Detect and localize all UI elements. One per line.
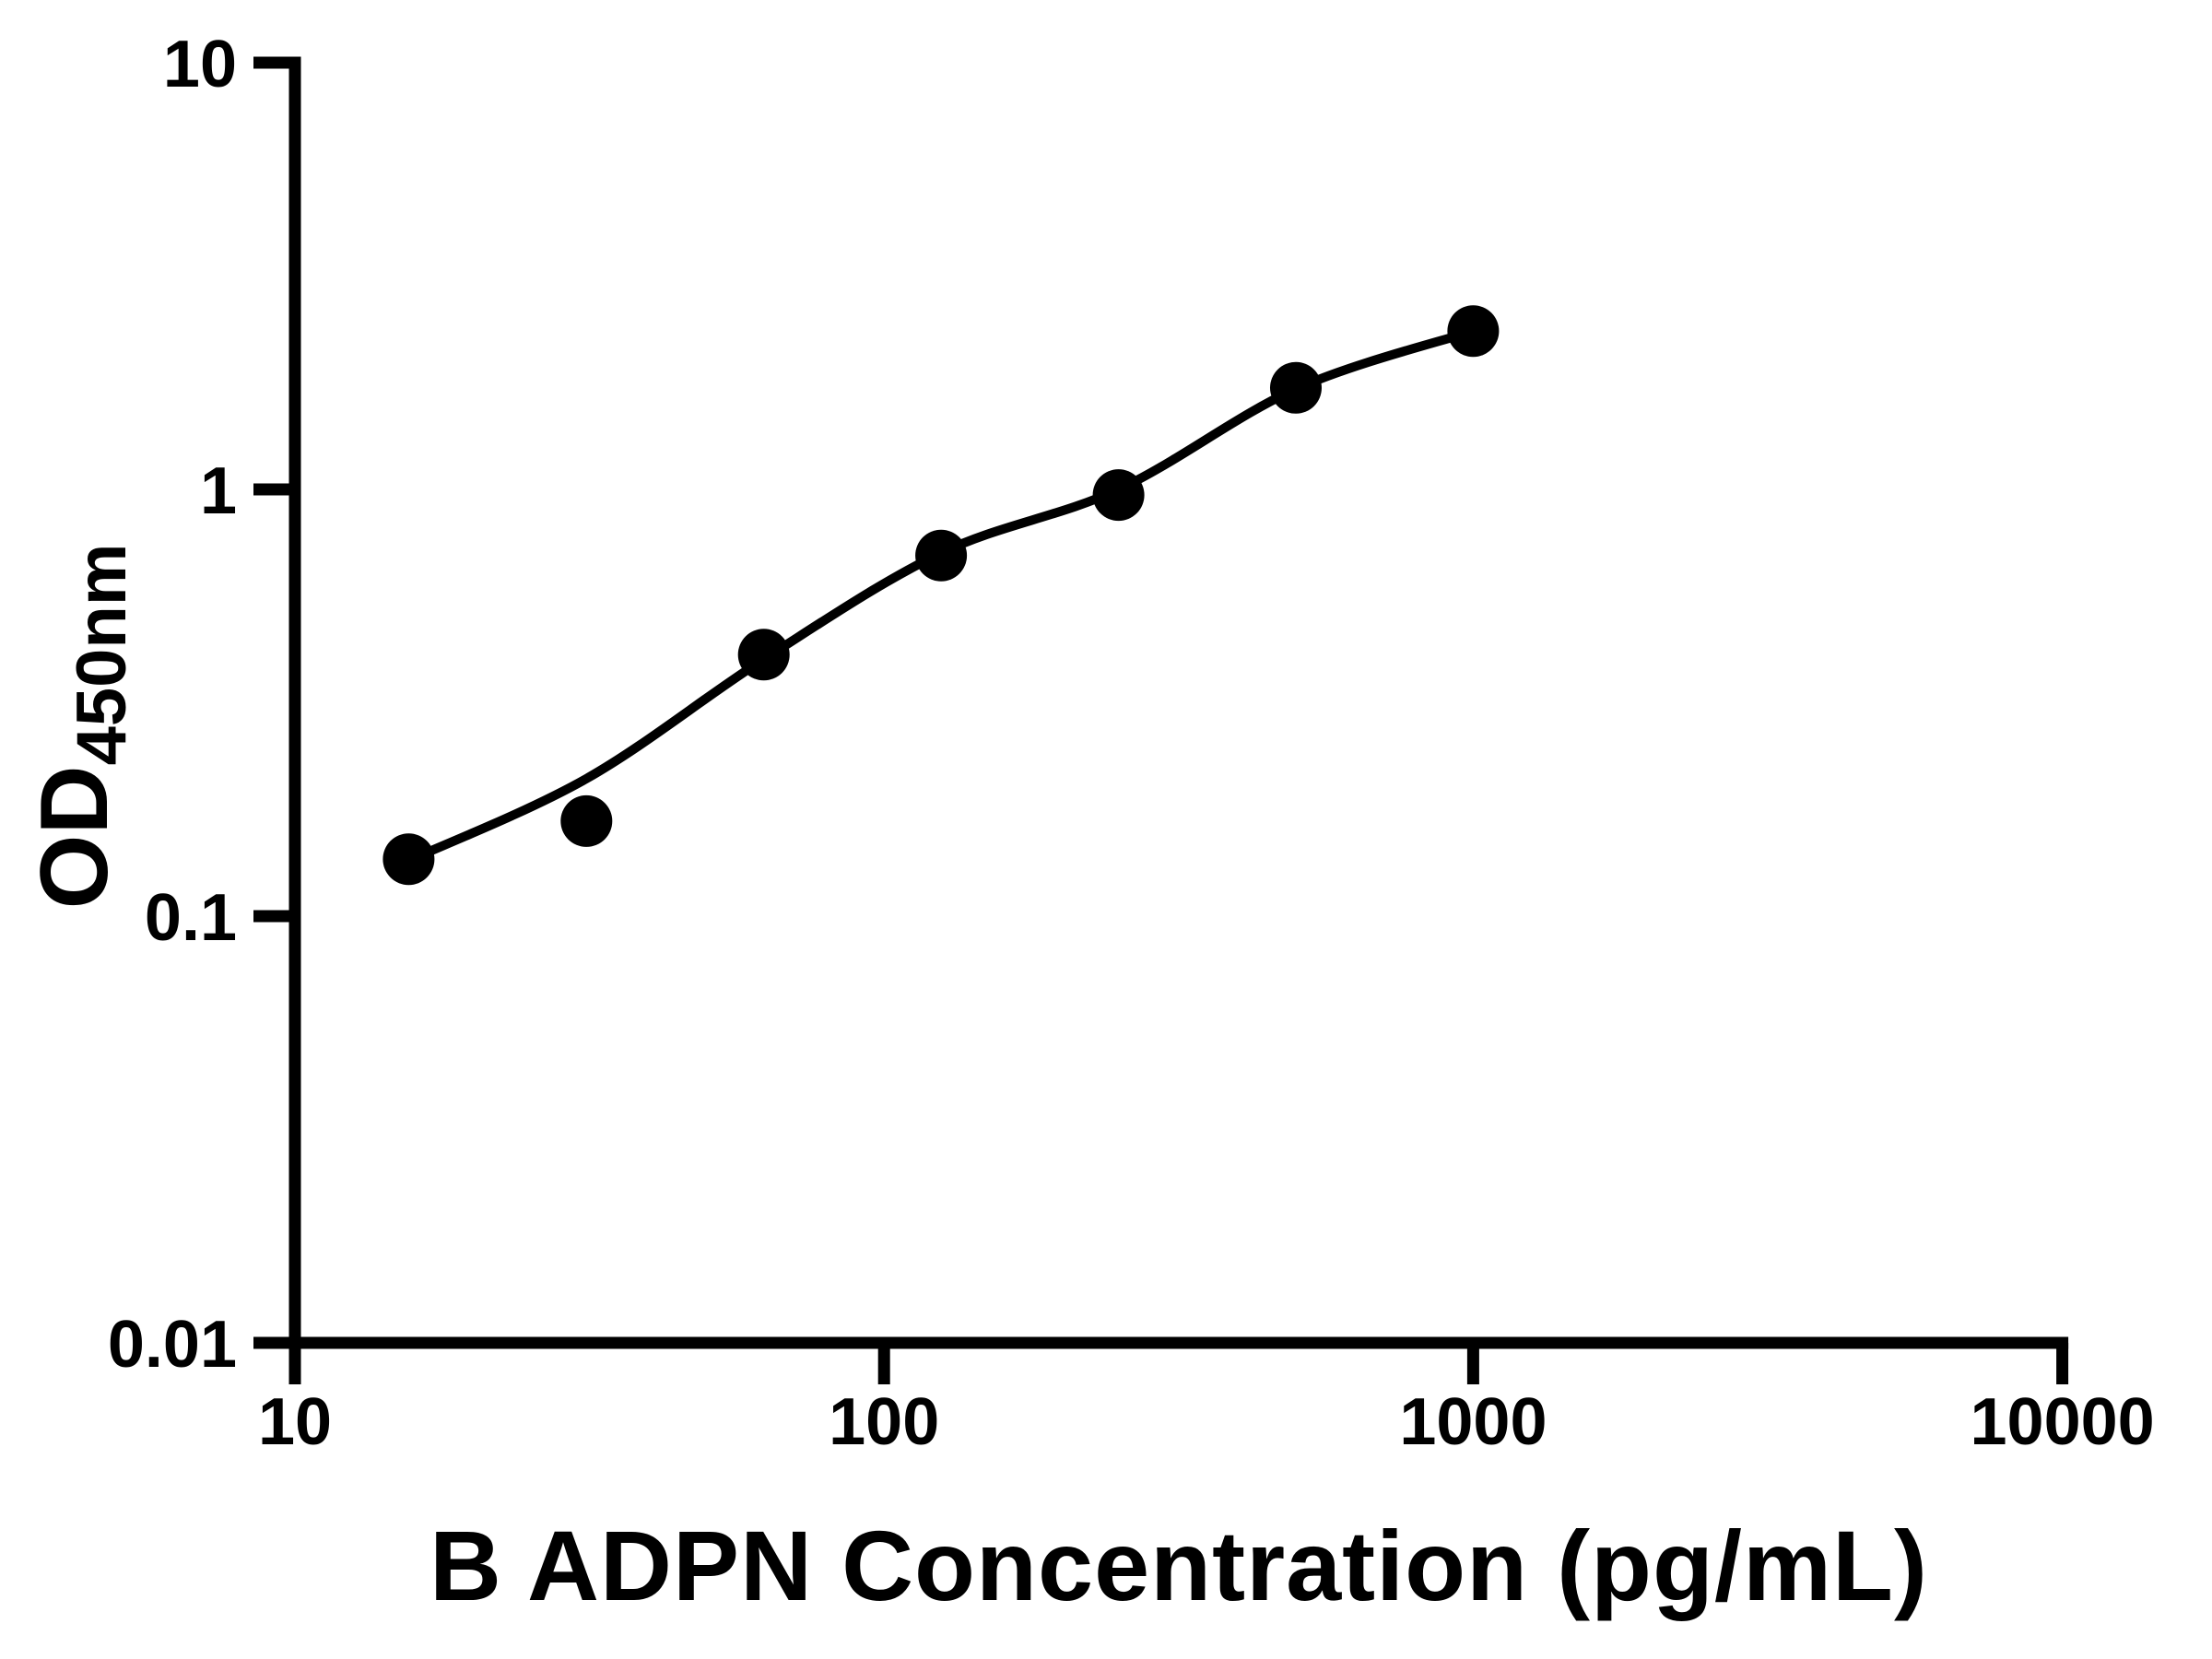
x-tick-label: 1000: [1399, 1385, 1547, 1459]
x-axis-title: B ADPN Concentration (pg/mL): [429, 1510, 1928, 1621]
x-tick-label: 10: [258, 1385, 332, 1459]
data-point: [737, 629, 790, 681]
y-tick-label: 0.01: [108, 1308, 237, 1382]
data-point: [915, 529, 968, 582]
data-point: [382, 833, 435, 886]
data-points: [382, 305, 1500, 886]
y-axis-title-main: OD: [21, 765, 128, 909]
tick-marks: [253, 56, 2069, 1384]
data-point: [560, 794, 613, 847]
data-point: [1270, 361, 1322, 414]
x-tick-label: 100: [829, 1385, 939, 1459]
x-tick-label: 10000: [1970, 1385, 2154, 1459]
data-point: [1447, 305, 1500, 358]
data-point: [1092, 469, 1145, 522]
y-axis-title-subscript: 450nm: [63, 544, 141, 766]
y-tick-label: 0.1: [145, 881, 237, 955]
fit-curve-line: [406, 326, 1475, 865]
y-axis-title: OD450nm: [21, 544, 141, 910]
y-tick-label: 10: [163, 28, 237, 101]
y-tick-label: 1: [200, 454, 237, 528]
axes: [288, 56, 2069, 1349]
tick-labels: 0.01 0.1 1 10 10 100 1000 10000: [108, 28, 2155, 1459]
